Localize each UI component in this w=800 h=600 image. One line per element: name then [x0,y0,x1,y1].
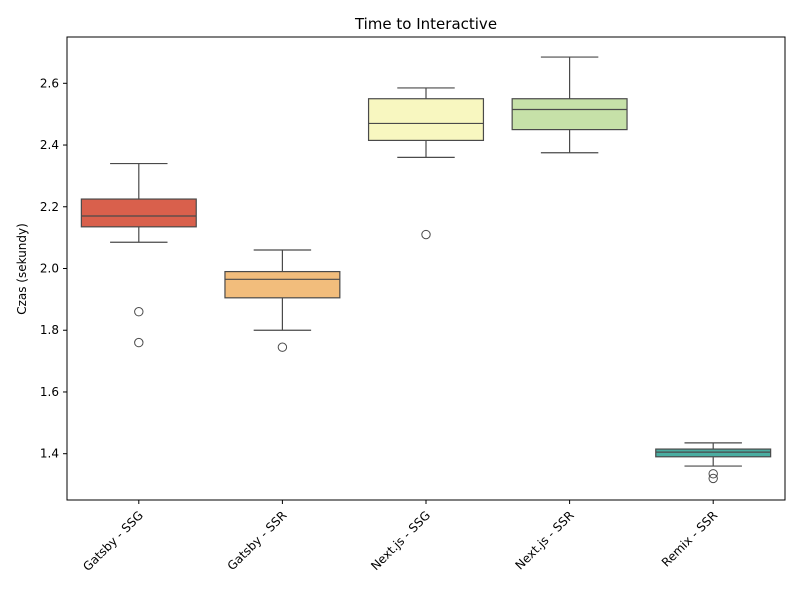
y-tick-label: 1.4 [40,447,59,461]
y-tick-label: 2.0 [40,262,59,276]
chart-title: Time to Interactive [354,15,497,33]
outlier-point [421,229,431,240]
box-iqr [367,98,485,142]
y-tick-label: 2.6 [40,76,59,90]
outlier-point [708,473,718,484]
y-axis-label: Czas (sekundy) [15,223,29,315]
x-tick-label: Next.js - SSG [368,508,433,573]
y-tick-label: 2.2 [40,200,59,214]
x-tick-label: Remix - SSR [659,508,720,569]
box-iqr [80,198,197,228]
y-tick-label: 1.6 [40,385,59,399]
outlier-point [277,342,288,352]
outlier-point [134,337,144,348]
box-iqr [655,448,772,458]
outlier-point [708,469,718,479]
box-iqr [224,270,341,299]
outlier-point [134,307,144,317]
box-iqr [511,98,628,131]
y-tick-label: 1.8 [40,323,59,337]
plot-area: 1.4 1.6 1.8 2.0 2.2 2.4 2.6 Gatsby - SSG Gatsby … [40,36,786,574]
y-tick-label: 2.4 [40,138,59,152]
x-tick-label: Gatsby - SSG [80,508,146,574]
x-tick-label: Next.js - SSR [512,508,576,572]
x-tick-label: Gatsby - SSR [225,508,290,573]
